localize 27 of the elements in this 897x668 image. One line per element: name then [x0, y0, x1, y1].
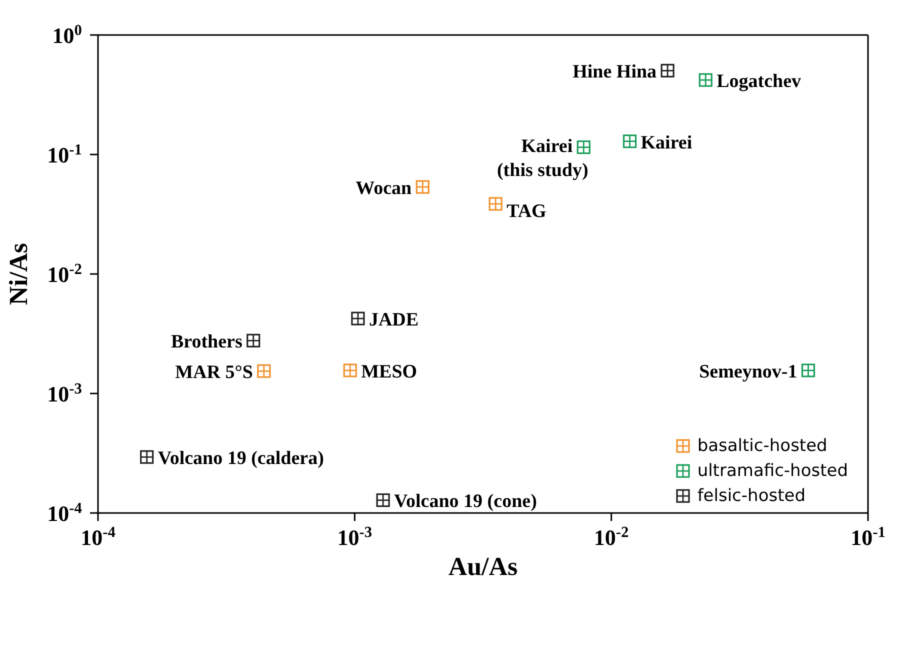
annotation: Hine Hina: [572, 62, 658, 83]
legend-label: basaltic-hosted: [697, 436, 828, 456]
y-tick-label: 10$^{-1}$: [47, 141, 82, 168]
annotation: Volcano 19 (cone): [394, 491, 537, 512]
x-tick-label: 10$^{-4}$: [80, 524, 116, 550]
annotation: MAR 5°S: [175, 362, 253, 384]
annotation: Brothers: [170, 332, 242, 353]
annotation: TAG: [506, 200, 547, 222]
y-axis-title: Ni/As: [4, 242, 34, 306]
x-axis-title: Au/As: [448, 552, 518, 581]
annotation: Kairei (this study): [496, 136, 588, 182]
y-tick-label: 10$^{-2}$: [47, 260, 82, 287]
x-tick-label: 10$^{-1}$: [850, 524, 886, 550]
x-tick-label: 10$^{-2}$: [594, 524, 630, 550]
legend-label: ultramafic-hosted: [697, 460, 848, 480]
y-tick-label: 10$^{-4}$: [47, 500, 82, 526]
annotation: Kairei: [640, 132, 692, 154]
annotation: Logatchev: [716, 71, 802, 92]
annotation: Semeynov-1: [699, 361, 798, 382]
annotation: Volcano 19 (caldera): [158, 448, 324, 470]
annotation: JADE: [368, 310, 419, 331]
legend-label: felsic-hosted: [697, 486, 806, 506]
y-tick-label: 10$^{-3}$: [47, 380, 82, 406]
y-tick-label: 10$^{0}$: [52, 22, 82, 48]
annotation: Wocan: [356, 178, 412, 199]
x-tick-label: 10$^{-3}$: [337, 524, 372, 550]
annotation: MESO: [361, 361, 418, 382]
